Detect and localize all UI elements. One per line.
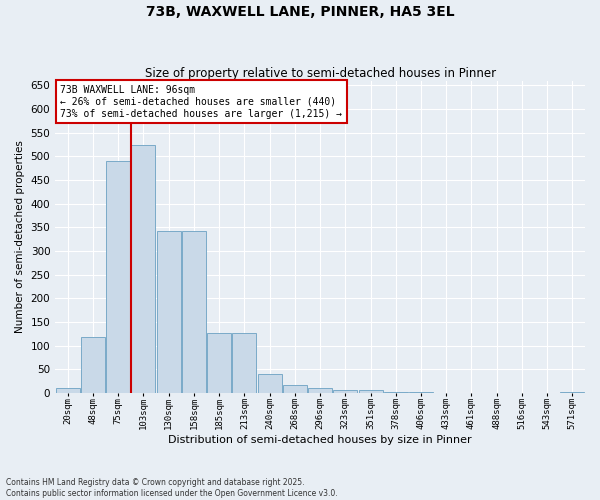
Bar bbox=[384, 392, 408, 393]
Bar bbox=[232, 333, 256, 393]
Bar bbox=[131, 144, 155, 393]
Text: Contains HM Land Registry data © Crown copyright and database right 2025.
Contai: Contains HM Land Registry data © Crown c… bbox=[6, 478, 338, 498]
X-axis label: Distribution of semi-detached houses by size in Pinner: Distribution of semi-detached houses by … bbox=[168, 435, 472, 445]
Bar bbox=[207, 333, 231, 393]
Bar bbox=[81, 337, 105, 393]
Bar bbox=[308, 388, 332, 393]
Bar bbox=[560, 392, 584, 393]
Bar bbox=[334, 390, 357, 393]
Y-axis label: Number of semi-detached properties: Number of semi-detached properties bbox=[15, 140, 25, 334]
Title: Size of property relative to semi-detached houses in Pinner: Size of property relative to semi-detach… bbox=[145, 66, 496, 80]
Bar bbox=[106, 161, 130, 393]
Text: 73B WAXWELL LANE: 96sqm
← 26% of semi-detached houses are smaller (440)
73% of s: 73B WAXWELL LANE: 96sqm ← 26% of semi-de… bbox=[61, 86, 343, 118]
Bar bbox=[283, 386, 307, 393]
Bar bbox=[56, 388, 80, 393]
Bar bbox=[182, 230, 206, 393]
Bar bbox=[409, 392, 433, 393]
Text: 73B, WAXWELL LANE, PINNER, HA5 3EL: 73B, WAXWELL LANE, PINNER, HA5 3EL bbox=[146, 5, 454, 19]
Bar bbox=[157, 230, 181, 393]
Bar bbox=[359, 390, 383, 393]
Bar bbox=[257, 374, 281, 393]
